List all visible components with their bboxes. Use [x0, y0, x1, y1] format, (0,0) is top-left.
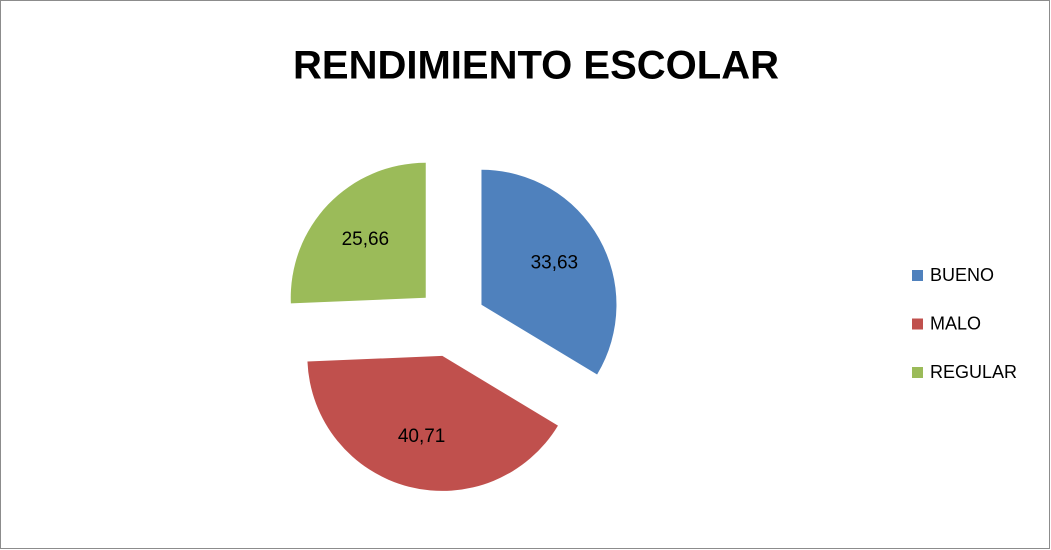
legend-swatch [912, 318, 923, 330]
pie-slice [307, 355, 558, 491]
legend-label: BUENO [930, 265, 994, 285]
legend-swatch [912, 367, 923, 378]
data-label: 25,66 [342, 229, 390, 250]
legend-label: MALO [930, 313, 981, 333]
data-label: 40,71 [398, 426, 446, 447]
legend-swatch [912, 270, 923, 281]
pie-slice [290, 162, 426, 304]
chart-title: RENDIMIENTO ESCOLAR [293, 44, 779, 88]
data-label: 33,63 [531, 253, 579, 274]
pie-slice [481, 169, 617, 375]
legend-label: REGULAR [930, 362, 1017, 382]
